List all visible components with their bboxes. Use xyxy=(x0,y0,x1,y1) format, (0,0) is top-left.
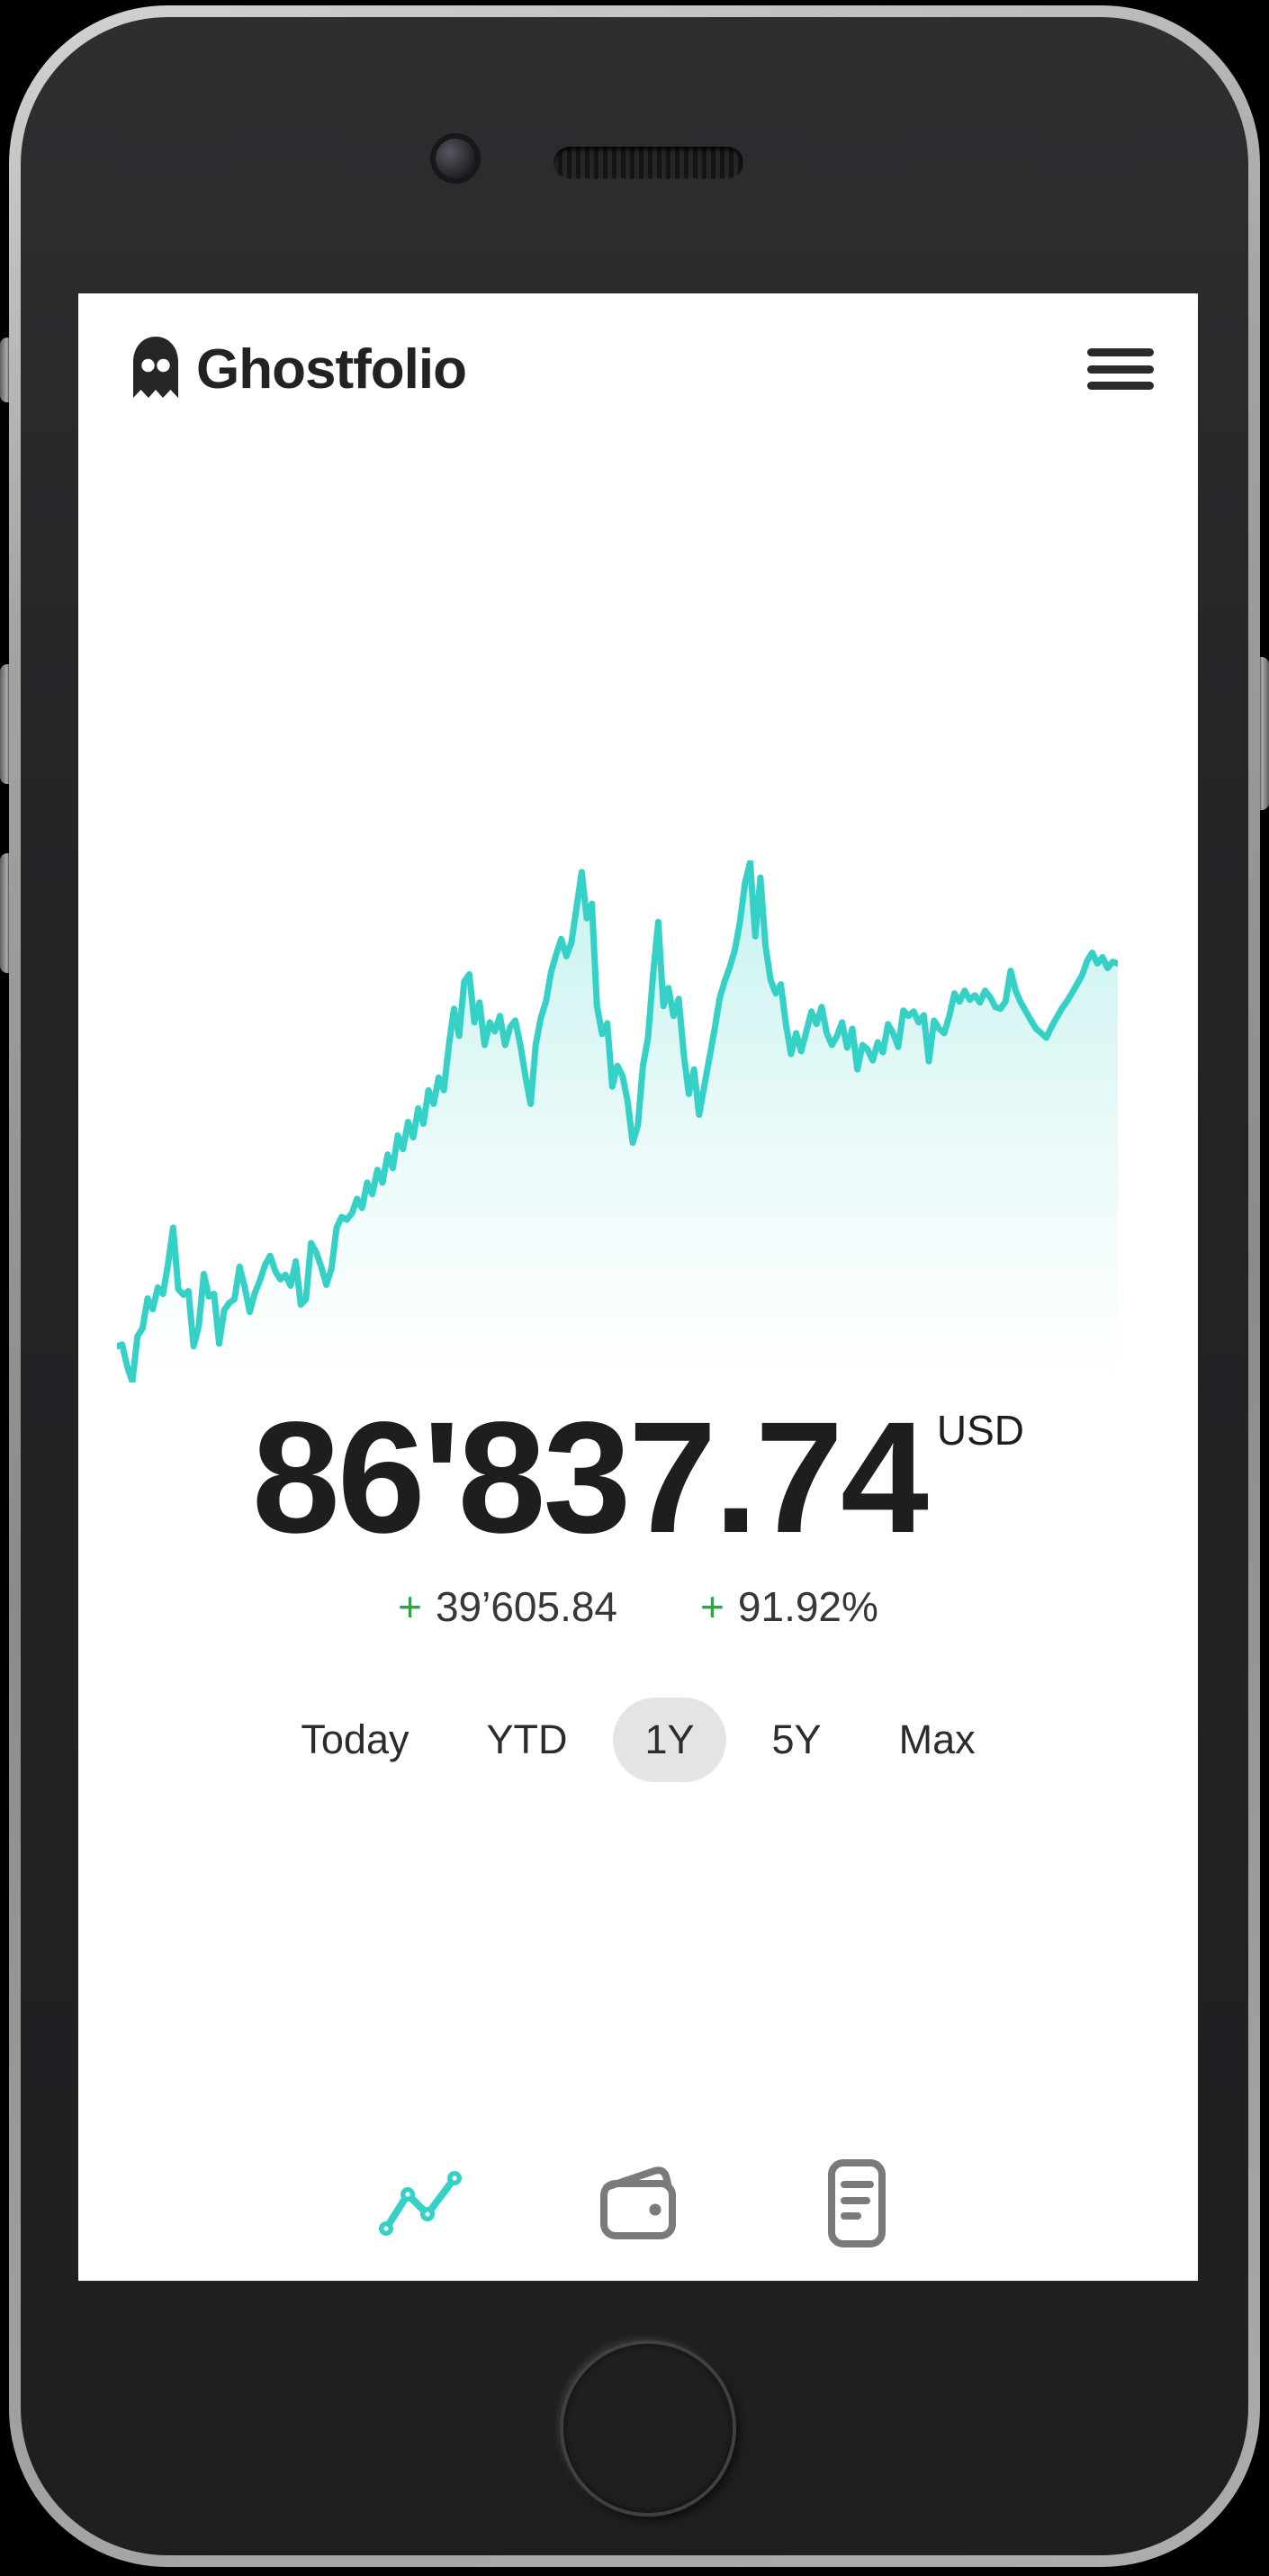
change-row: + 39’605.84 + 91.92% xyxy=(78,1582,1198,1631)
currency-label: USD xyxy=(936,1407,1025,1454)
range-option-today[interactable]: Today xyxy=(301,1716,410,1762)
app-title: Ghostfolio xyxy=(196,338,467,401)
range-option-max[interactable]: Max xyxy=(898,1716,976,1762)
plus-sign: + xyxy=(700,1583,724,1630)
app-screen: Ghostfolio xyxy=(78,293,1198,2281)
plus-sign: + xyxy=(398,1583,422,1630)
nav-wallet-icon[interactable] xyxy=(593,2158,683,2248)
hamburger-icon[interactable] xyxy=(1087,348,1154,390)
change-percent-value: 91.92% xyxy=(737,1583,878,1630)
home-button[interactable] xyxy=(560,2340,736,2517)
portfolio-value: 86'837.74 xyxy=(251,1390,929,1566)
portfolio-value-row: 86'837.74 USD xyxy=(78,1399,1198,1557)
chart-line xyxy=(113,859,1121,1385)
range-option-ytd[interactable]: YTD xyxy=(486,1716,568,1762)
change-percent: + 91.92% xyxy=(700,1582,878,1631)
earpiece-speaker xyxy=(554,147,743,179)
phone-face: Ghostfolio xyxy=(21,17,1248,2555)
change-absolute: + 39’605.84 xyxy=(398,1582,617,1631)
nav-overview-line-chart-icon[interactable] xyxy=(375,2158,465,2248)
performance-chart[interactable] xyxy=(113,859,1121,1385)
range-option-1y[interactable]: 1Y xyxy=(613,1698,726,1782)
phone-frame: Ghostfolio xyxy=(9,5,1260,2567)
bottom-navigation xyxy=(78,2158,1198,2248)
chart-area-fill xyxy=(117,861,1118,1383)
nav-report-icon[interactable] xyxy=(811,2158,901,2248)
range-option-5y[interactable]: 5Y xyxy=(771,1716,822,1762)
range-selector: Today YTD 1Y 5Y Max xyxy=(78,1698,1198,1782)
front-camera xyxy=(430,133,481,184)
change-absolute-value: 39’605.84 xyxy=(435,1583,618,1630)
app-header: Ghostfolio xyxy=(130,333,1154,405)
ghost-icon[interactable] xyxy=(130,335,182,404)
